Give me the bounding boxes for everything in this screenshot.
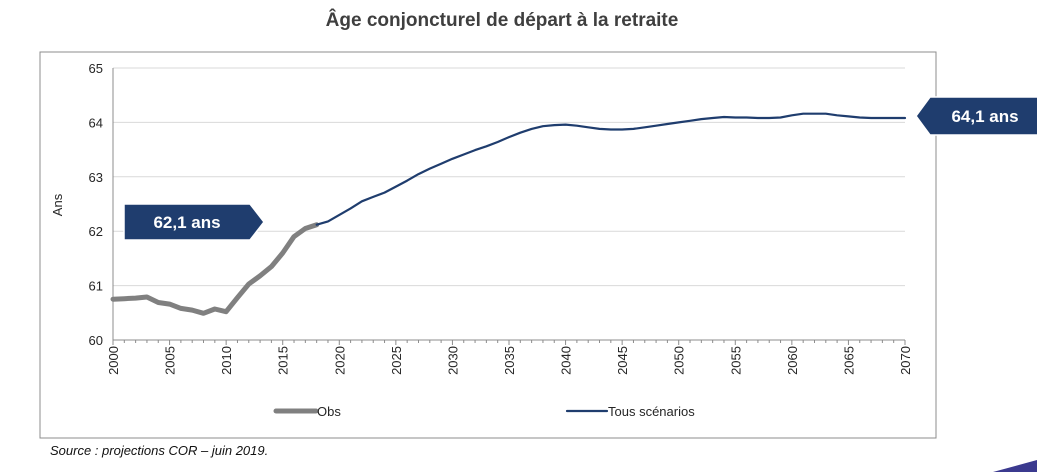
x-tick-label-2015: 2015	[276, 346, 291, 375]
x-tick-label-2065: 2065	[841, 346, 856, 375]
corner-decoration	[993, 460, 1037, 472]
legend-label-1: Tous scénarios	[608, 404, 695, 419]
y-tick-label-61: 61	[89, 279, 103, 294]
chart-title: Âge conjoncturel de départ à la retraite	[326, 9, 679, 31]
y-tick-label-64: 64	[89, 115, 103, 130]
x-tick-label-2040: 2040	[559, 346, 574, 375]
series-layer	[110, 112, 907, 316]
source-note: Source : projections COR – juin 2019.	[50, 443, 269, 458]
callouts: 62,1 ans 64,1 ans	[123, 96, 1037, 241]
y-tick-label-65: 65	[89, 61, 103, 76]
x-tick-label-2070: 2070	[898, 346, 913, 375]
x-tick-label-2010: 2010	[219, 346, 234, 375]
y-tick-label-60: 60	[89, 333, 103, 348]
x-tick-label-2000: 2000	[106, 346, 121, 375]
x-tick-label-2035: 2035	[502, 346, 517, 375]
axes	[112, 68, 906, 345]
x-tick-label-2055: 2055	[728, 346, 743, 375]
series-line-1	[315, 112, 907, 226]
x-tick-label-2050: 2050	[672, 346, 687, 375]
plot-frame	[39, 51, 937, 439]
callout-box-left	[123, 203, 265, 241]
x-tick-labels: 2000 2005 2010 2015 2020 2025 2030 2035 2040 2045…	[106, 346, 913, 375]
y-tick-label-62: 62	[89, 224, 103, 239]
y-tick-label-63: 63	[89, 170, 103, 185]
y-tick-labels: 60 61 62 63 64 65	[89, 61, 103, 348]
x-tick-label-2030: 2030	[445, 346, 460, 375]
callout-box-right	[915, 96, 1037, 136]
y-axis-label: Ans	[50, 193, 65, 216]
callout-label-right: 64,1 ans	[951, 107, 1018, 126]
grid	[113, 67, 905, 287]
callout-label-left: 62,1 ans	[153, 213, 220, 232]
x-tick-label-2060: 2060	[785, 346, 800, 375]
series-line-0	[110, 222, 320, 316]
legend: Obs Tous scénarios	[273, 404, 695, 419]
x-tick-label-2020: 2020	[332, 346, 347, 375]
x-tick-label-2045: 2045	[615, 346, 630, 375]
x-tick-label-2025: 2025	[389, 346, 404, 375]
x-tick-label-2005: 2005	[163, 346, 178, 375]
legend-label-0: Obs	[317, 404, 341, 419]
